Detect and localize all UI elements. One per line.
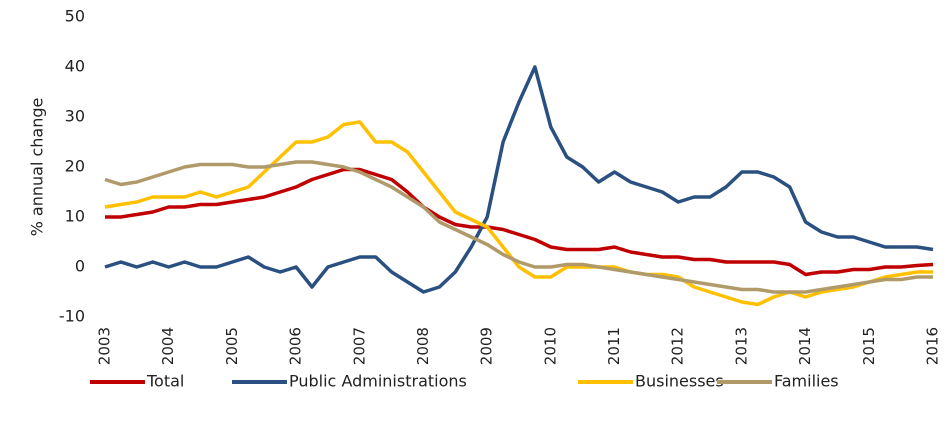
y-tick-label: 30 bbox=[65, 107, 85, 126]
y-tick-label: -10 bbox=[59, 307, 85, 326]
x-tick-label: 2008 bbox=[414, 327, 432, 365]
y-tick-label: 0 bbox=[75, 257, 85, 276]
x-tick-label: 2007 bbox=[350, 327, 368, 365]
x-tick-label: 2015 bbox=[860, 327, 878, 365]
x-tick-label: 2004 bbox=[159, 327, 177, 365]
x-tick-label: 2012 bbox=[669, 327, 687, 365]
x-tick-label: 2016 bbox=[924, 327, 942, 365]
legend-label: Total bbox=[146, 372, 184, 391]
y-tick-label: 40 bbox=[65, 57, 85, 76]
x-tick-label: 2006 bbox=[287, 327, 305, 365]
x-tick-label: 2009 bbox=[478, 327, 496, 365]
legend-label: Businesses bbox=[635, 372, 724, 391]
x-tick-label: 2005 bbox=[223, 327, 241, 365]
series-line bbox=[104, 160, 933, 294]
legend-label: Families bbox=[774, 372, 839, 391]
y-tick-label: 20 bbox=[65, 157, 85, 176]
y-tick-label: 50 bbox=[65, 7, 85, 26]
series-line bbox=[104, 65, 934, 294]
legend-label: Public Administrations bbox=[289, 372, 467, 391]
series-line bbox=[104, 120, 933, 307]
x-tick-label: 2014 bbox=[796, 327, 814, 365]
series-line bbox=[105, 167, 934, 277]
y-tick-label: 10 bbox=[65, 207, 85, 226]
x-tick-label: 2011 bbox=[605, 327, 623, 365]
y-axis-label: % annual change bbox=[28, 98, 47, 237]
x-tick-label: 2003 bbox=[96, 327, 114, 365]
x-tick-label: 2010 bbox=[541, 327, 559, 365]
x-tick-label: 2013 bbox=[732, 327, 750, 365]
